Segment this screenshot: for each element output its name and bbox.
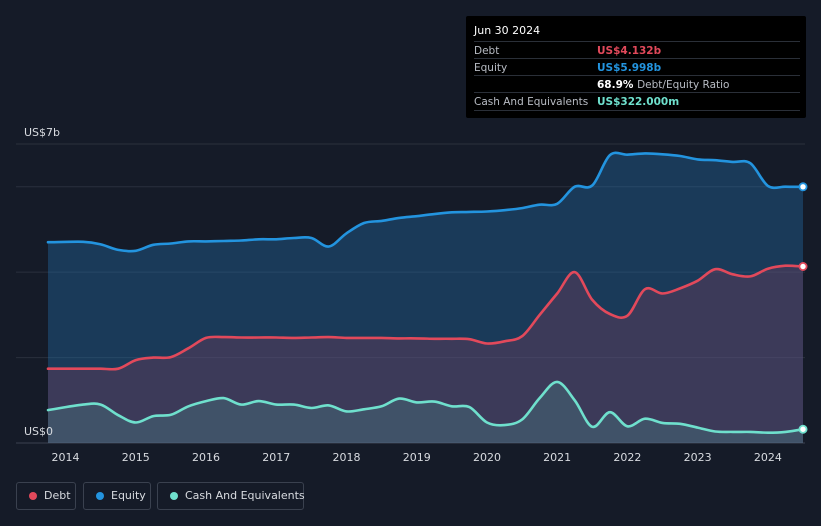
legend-equity[interactable]: Equity [83,482,151,510]
x-tick-label-2015: 2015 [122,451,150,464]
tooltip-row-ratio: 68.9% Debt/Equity Ratio [474,75,800,93]
legend-debt-label: Debt [44,489,71,502]
line-cash-and-equivalents [46,380,805,434]
x-tick-label-2017: 2017 [262,451,290,464]
x-tick-label-2014: 2014 [52,451,80,464]
tick-layer: 2014 2015 2016 2017 2018 2019 2020 2021 2022 2023… [52,451,782,464]
area-layer [48,152,803,443]
y-axis-top-label: US$7b [24,126,61,139]
legend-debt-dot [29,492,37,500]
marker-equity [798,182,808,192]
marker-debt [798,262,808,272]
tooltip-ratio-label: Debt/Equity Ratio [637,79,730,91]
x-tick-label-2019: 2019 [403,451,431,464]
x-tick-label-2024: 2024 [754,451,782,464]
y-axis-bottom-label: US$0 [24,425,54,438]
legend-cash-dot [170,492,178,500]
data-tooltip: Jun 30 2024 Debt US$4.132b Equity US$5.9… [466,16,806,118]
tooltip-row-equity: Equity US$5.998b [474,58,800,76]
legend-cash[interactable]: Cash And Equivalents [157,482,305,510]
legend-equity-dot [96,492,104,500]
tooltip-ratio-value: 68.9% [597,79,634,91]
area-cash-and-equivalents [48,381,803,443]
x-tick-label-2021: 2021 [543,451,571,464]
tooltip-cash-value: US$322.000m [597,96,680,108]
tooltip-debt-label: Debt [474,45,500,57]
line-debt [46,264,805,371]
line-equity [46,151,805,253]
tooltip-ratio: 68.9% Debt/Equity Ratio [597,79,729,91]
x-tick-label-2022: 2022 [613,451,641,464]
area-debt [48,265,803,443]
legend-cash-label: Cash And Equivalents [185,489,305,502]
marker-cash-and-equivalents [798,424,808,434]
tooltip-debt-value: US$4.132b [597,45,662,57]
area-equity [48,152,803,443]
tooltip-equity-label: Equity [474,62,508,74]
marker-layer [798,182,808,434]
tooltip-date: Jun 30 2024 [474,24,541,37]
tooltip-equity-value: US$5.998b [597,62,662,74]
x-tick-label-2018: 2018 [332,451,360,464]
line-layer [46,151,805,434]
legend-debt[interactable]: Debt [16,482,76,510]
legend-equity-label: Equity [111,489,146,502]
tooltip-row-cash: Cash And Equivalents US$322.000m [474,92,800,111]
x-tick-label-2023: 2023 [684,451,712,464]
x-tick-label-2020: 2020 [473,451,501,464]
x-tick-label-2016: 2016 [192,451,220,464]
tooltip-row-debt: Debt US$4.132b [474,41,800,59]
tooltip-cash-label: Cash And Equivalents [474,96,589,108]
